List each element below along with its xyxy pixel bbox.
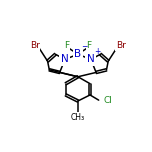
Text: −: − [81,42,88,51]
Text: B: B [74,49,81,59]
Text: Br: Br [116,41,126,50]
Text: CH₃: CH₃ [71,113,85,122]
Text: Br: Br [30,41,40,50]
Text: N: N [87,54,95,64]
Text: +: + [94,47,101,56]
Text: Cl: Cl [104,96,113,105]
Text: N: N [61,54,69,64]
Text: F: F [87,41,92,50]
Text: F: F [64,41,69,50]
